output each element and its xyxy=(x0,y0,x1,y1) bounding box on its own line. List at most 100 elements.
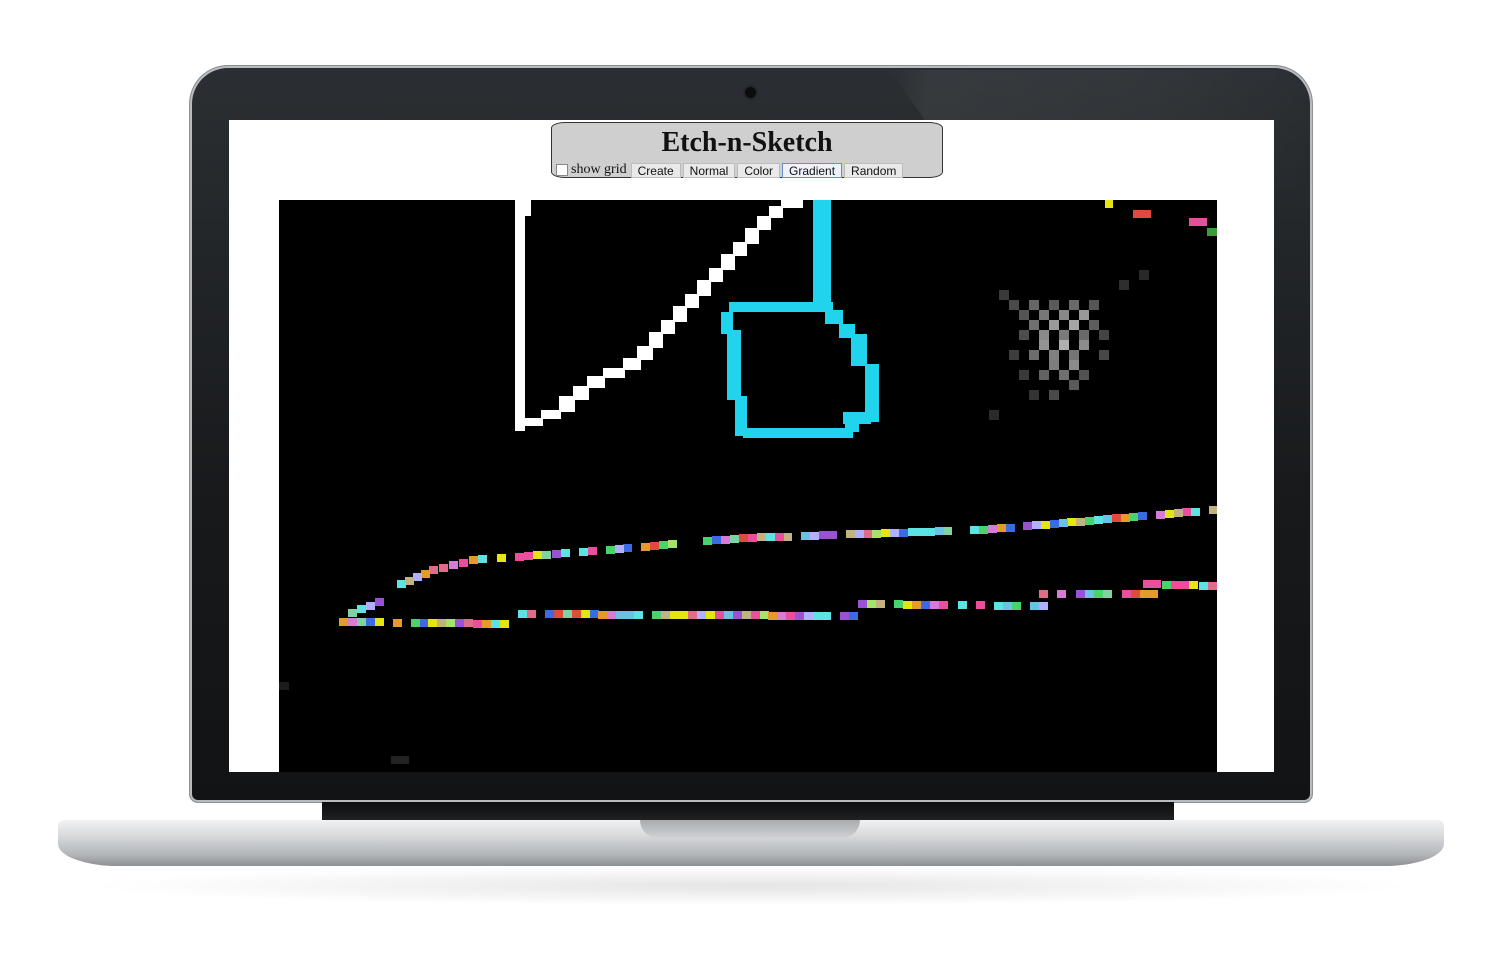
rainbow-pixel xyxy=(581,610,590,618)
rainbow-pixel xyxy=(366,618,375,626)
rainbow-pixel xyxy=(420,619,429,627)
rainbow-pixel xyxy=(751,611,760,619)
create-button[interactable]: Create xyxy=(630,162,681,178)
rainbow-pixel xyxy=(921,601,930,609)
rainbow-pixel xyxy=(1171,581,1180,589)
rainbow-pixel xyxy=(1030,602,1039,610)
rainbow-pixel xyxy=(366,602,375,610)
rainbow-pixel xyxy=(1162,581,1171,589)
rainbow-pixel xyxy=(935,527,944,535)
rainbow-pixel xyxy=(1112,514,1121,522)
rainbow-pixel xyxy=(846,530,855,538)
rainbow-pixel xyxy=(563,610,572,618)
rainbow-pixel xyxy=(1180,581,1189,589)
rainbow-pixel xyxy=(524,552,533,560)
rainbow-pixel xyxy=(1085,590,1094,598)
rainbow-pixel xyxy=(348,618,357,626)
rainbow-pixel xyxy=(615,545,624,553)
rainbow-pixel xyxy=(429,566,438,574)
rainbow-pixel xyxy=(1059,519,1068,527)
normal-button[interactable]: Normal xyxy=(682,162,736,178)
rainbow-pixel xyxy=(748,534,757,542)
rainbow-pixel xyxy=(867,600,876,608)
rainbow-pixel xyxy=(606,546,615,554)
rainbow-pixel xyxy=(491,620,500,628)
rainbow-pixel xyxy=(533,551,542,559)
rainbow-pixel xyxy=(730,535,739,543)
rainbow-pixel xyxy=(783,533,792,541)
rainbow-pixel xyxy=(777,612,786,620)
rainbow-pixel xyxy=(518,610,527,618)
toolbar: show grid Create Normal Color Gradient R… xyxy=(556,161,904,179)
rainbow-pixel xyxy=(455,619,464,627)
rainbow-pixel xyxy=(413,573,422,581)
rainbow-pixel xyxy=(478,555,487,563)
rainbow-pixel xyxy=(375,598,384,606)
rainbow-pixel xyxy=(1006,524,1015,532)
rainbow-pixel xyxy=(926,528,935,536)
rainbow-pixel xyxy=(545,610,554,618)
rainbow-pixel xyxy=(1140,590,1149,598)
stray-mark xyxy=(391,756,409,764)
rainbow-pixel xyxy=(939,601,948,609)
rainbow-pixel xyxy=(515,553,524,561)
laptop-screen: Etch-n-Sketch show grid Create Normal Co… xyxy=(229,120,1274,772)
rainbow-pixel xyxy=(855,530,864,538)
rainbow-pixel xyxy=(1152,580,1161,588)
rainbow-pixel xyxy=(405,577,414,585)
rainbow-pixel xyxy=(724,611,733,619)
gradient-smudge xyxy=(989,270,1149,420)
rainbow-pixel xyxy=(988,525,997,533)
rainbow-pixel xyxy=(1122,590,1131,598)
rainbow-pixel xyxy=(1129,513,1138,521)
show-grid-toggle[interactable]: show grid xyxy=(556,162,629,178)
rainbow-pixel xyxy=(1023,522,1032,530)
rainbow-pixel xyxy=(1131,590,1140,598)
rainbow-pixel xyxy=(768,612,777,620)
rainbow-pixel xyxy=(760,611,769,619)
rainbow-pixel xyxy=(908,528,917,536)
rainbow-pixel xyxy=(943,527,952,535)
rainbow-pixel xyxy=(439,564,448,572)
gradient-button[interactable]: Gradient xyxy=(782,162,843,178)
rainbow-pixel xyxy=(1076,590,1085,598)
rainbow-pixel xyxy=(1067,518,1076,526)
rainbow-pixel xyxy=(813,612,822,620)
rainbow-pixel xyxy=(688,611,697,619)
rainbow-pixel xyxy=(1039,590,1048,598)
rainbow-pixel xyxy=(375,618,384,626)
rainbow-pixel xyxy=(1121,514,1130,522)
rainbow-pixel xyxy=(446,619,455,627)
rainbow-pixel xyxy=(1103,590,1112,598)
rainbow-pixel xyxy=(1094,516,1103,524)
rainbow-pixel xyxy=(703,537,712,545)
random-button[interactable]: Random xyxy=(844,162,904,178)
rainbow-pixel xyxy=(1174,509,1183,517)
rainbow-pixel xyxy=(976,601,985,609)
rainbow-pixel xyxy=(527,610,536,618)
rainbow-pixel xyxy=(757,533,766,541)
rainbow-pixel xyxy=(970,526,979,534)
rainbow-pixel xyxy=(1165,510,1174,518)
show-grid-checkbox[interactable] xyxy=(556,164,568,176)
rainbow-pixel xyxy=(863,530,872,538)
rainbow-pixel xyxy=(1094,590,1103,598)
rainbow-pixel xyxy=(1085,517,1094,525)
rainbow-pixel xyxy=(872,530,881,538)
rainbow-pixel xyxy=(579,548,588,556)
rainbow-pixel xyxy=(712,536,721,544)
color-button[interactable]: Color xyxy=(737,162,781,178)
rainbow-pixel xyxy=(917,528,926,536)
rainbow-pixel xyxy=(804,612,813,620)
rainbow-pixel xyxy=(588,547,597,555)
rainbow-pixel xyxy=(348,609,357,617)
rainbow-pixel xyxy=(810,532,819,540)
rainbow-pixel xyxy=(706,611,715,619)
app-title: Etch-n-Sketch xyxy=(661,127,833,158)
rainbow-pixel xyxy=(464,619,473,627)
rainbow-pixel xyxy=(598,611,607,619)
rainbow-pixel xyxy=(930,601,939,609)
rainbow-pixel xyxy=(1003,602,1012,610)
rainbow-pixel xyxy=(411,619,420,627)
sketch-canvas[interactable] xyxy=(279,200,1217,772)
